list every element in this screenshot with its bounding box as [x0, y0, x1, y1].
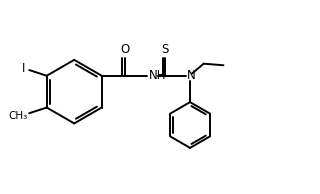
Text: N: N: [187, 69, 196, 82]
Text: CH₃: CH₃: [9, 111, 28, 121]
Text: I: I: [22, 62, 25, 75]
Text: NH: NH: [148, 69, 166, 82]
Text: O: O: [120, 43, 129, 56]
Text: S: S: [162, 43, 169, 56]
